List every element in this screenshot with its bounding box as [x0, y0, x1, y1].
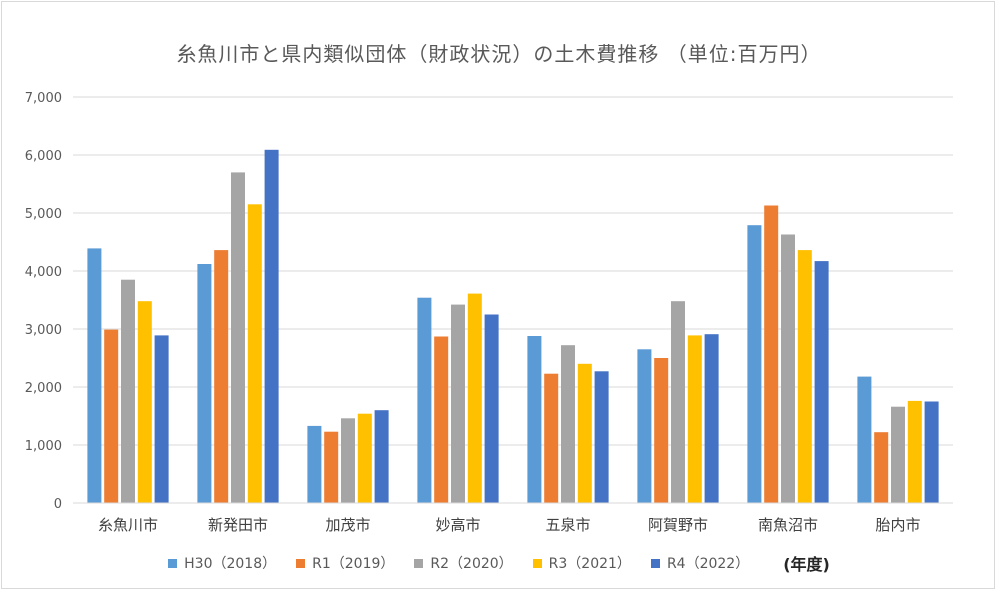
x-category-label: 阿賀野市 [648, 516, 708, 534]
bar [307, 425, 322, 503]
bar [324, 431, 339, 503]
bar [654, 358, 669, 503]
bar [527, 336, 542, 503]
legend-swatch [168, 558, 178, 568]
bar [104, 329, 119, 503]
bar [87, 248, 102, 503]
bar [374, 410, 389, 503]
legend-item: R2（2020） [414, 553, 513, 573]
legend-swatch [532, 558, 542, 568]
x-category-label: 南魚沼市 [758, 516, 818, 534]
bar [357, 413, 372, 503]
legend-label: R3（2021） [548, 556, 631, 572]
bars [87, 149, 939, 504]
chart-title: 糸魚川市と県内類似団体（財政状況）の土木費推移 （単位:百万円） [176, 42, 822, 66]
legend-label: H30（2018） [184, 556, 277, 572]
bar [544, 373, 559, 503]
bar [764, 205, 779, 503]
bar [417, 297, 432, 503]
y-tick-label: 2,000 [25, 381, 62, 396]
bar [137, 301, 152, 503]
legend-item: R3（2021） [532, 553, 631, 573]
y-tick-label: 6,000 [25, 149, 62, 164]
legend-label: R2（2020） [430, 556, 513, 572]
legend-item: R4（2022） [650, 553, 750, 573]
y-tick-label: 7,000 [25, 91, 62, 106]
bar [857, 376, 872, 503]
bar [577, 363, 592, 503]
bar [434, 336, 449, 503]
bar [687, 335, 702, 503]
bar [797, 250, 812, 503]
legend-swatch [414, 558, 424, 568]
x-category-label: 加茂市 [325, 516, 370, 534]
y-tick-label: 3,000 [25, 323, 62, 338]
legend-label: R1（2019） [312, 556, 395, 572]
bar [671, 301, 685, 503]
bar [637, 349, 652, 503]
bar [561, 345, 575, 503]
bar [907, 400, 922, 503]
x-category-label: 糸魚川市 [98, 516, 158, 534]
legend-item: H30（2018） [168, 553, 276, 573]
bar [781, 234, 795, 503]
bar [197, 264, 212, 503]
x-category-label: 新発田市 [208, 516, 268, 534]
y-tick-label: 1,000 [25, 439, 62, 454]
legend-label: R4（2022） [666, 556, 750, 572]
x-category-label: 妙高市 [435, 516, 480, 534]
legend-swatch [296, 558, 306, 568]
bar [814, 261, 829, 503]
bar [594, 371, 609, 503]
bar [924, 401, 939, 503]
x-category-label: 胎内市 [875, 516, 920, 534]
bar [467, 293, 482, 503]
bar [247, 204, 262, 504]
y-tick-label: 4,000 [25, 265, 62, 280]
legend-item: R1（2019） [296, 553, 394, 573]
y-tick-label: 5,000 [25, 207, 62, 222]
bar [704, 334, 719, 503]
bar [121, 279, 135, 503]
y-tick-label: 0 [54, 497, 62, 512]
bar [264, 149, 279, 504]
bar [484, 314, 499, 503]
bar [747, 225, 762, 503]
bar [874, 432, 889, 503]
bar [451, 304, 465, 503]
x-category-label: 五泉市 [545, 516, 590, 534]
legend: H30（2018） R1（2019） R2（2020） R3（2021） R4（2022… [0, 551, 998, 575]
bar [341, 418, 355, 503]
bar [231, 172, 245, 503]
y-axis-ticks: 0 1,000 2,000 3,000 4,000 5,000 6,000 7,000 [25, 91, 62, 512]
bar [154, 335, 169, 503]
bar [891, 406, 905, 503]
legend-note: (年度) [783, 555, 830, 574]
legend-swatch [650, 558, 660, 568]
bar [214, 250, 229, 503]
x-axis-categories: 糸魚川市 新発田市 加茂市 妙高市 五泉市 阿賀野市 南魚沼市 胎内市 [98, 516, 921, 534]
